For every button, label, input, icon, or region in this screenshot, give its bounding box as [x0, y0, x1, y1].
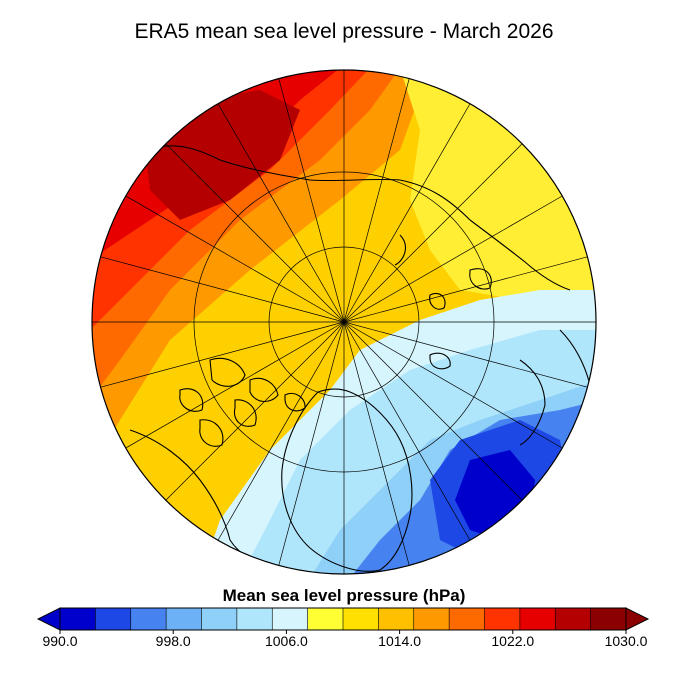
- meridian-line: [278, 78, 345, 323]
- meridian-line: [343, 256, 588, 323]
- meridian-line: [343, 321, 523, 501]
- meridian-line: [343, 103, 471, 323]
- meridian-line: [217, 321, 345, 541]
- colorbar-segment: [519, 607, 557, 631]
- colorbar-segment: [165, 607, 203, 631]
- colorbar-segment: [448, 607, 486, 631]
- meridian-line: [343, 143, 523, 323]
- colorbar-tick-label: 1030.0: [604, 633, 648, 649]
- colorbar-segment: [554, 607, 592, 631]
- coastlines: [129, 145, 591, 572]
- graticule: [92, 70, 596, 574]
- colorbar-segment: [413, 607, 450, 631]
- colorbar-segment: [236, 607, 274, 631]
- meridian-line: [100, 321, 345, 388]
- colorbar-segment: [130, 607, 167, 631]
- meridian-line: [278, 321, 345, 566]
- chart-title: ERA5 mean sea level pressure - March 202…: [134, 20, 554, 43]
- colorbar-segment: [271, 607, 309, 631]
- meridian-line: [125, 195, 345, 323]
- colorbar-segment: [201, 607, 238, 631]
- colorbar-segment: [342, 607, 380, 631]
- meridian-line: [165, 143, 345, 323]
- meridian-line: [343, 321, 410, 566]
- colorbar-segment: [59, 607, 97, 631]
- meridian-line: [343, 195, 563, 323]
- colorbar-over-arrow: [625, 607, 650, 631]
- colorbar-segment: [95, 607, 132, 631]
- meridian-line: [343, 78, 410, 323]
- colorbar-outline: [59, 607, 627, 631]
- meridian-line: [343, 321, 471, 541]
- colorbar-tick-label: 998.0: [155, 633, 191, 649]
- colorbar-under-arrow: [36, 607, 61, 631]
- meridian-line: [100, 256, 345, 323]
- colorbar-tick-label: 1014.0: [378, 633, 422, 649]
- meridian-line: [125, 321, 345, 449]
- colorbar-segment: [378, 607, 415, 631]
- colorbar-segment: [590, 607, 627, 631]
- map-boundary: [91, 69, 597, 575]
- meridian-line: [343, 321, 588, 388]
- colorbar-tick-label: 1022.0: [491, 633, 535, 649]
- meridian-line: [343, 321, 563, 449]
- meridian-line: [217, 103, 345, 323]
- colorbar-title: Mean sea level pressure (hPa): [222, 586, 466, 605]
- colorbar-segment: [484, 607, 521, 631]
- meridian-line: [165, 321, 345, 501]
- colorbar-segment: [307, 607, 344, 631]
- colorbar-tick-label: 1006.0: [264, 633, 308, 649]
- colorbar-tick-label: 990.0: [42, 633, 78, 649]
